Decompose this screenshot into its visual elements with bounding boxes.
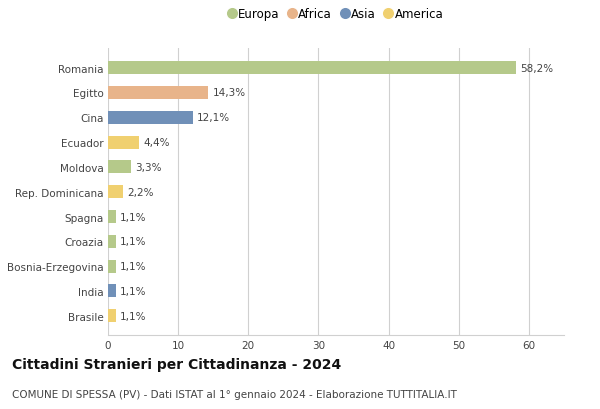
Bar bbox=[108, 211, 116, 223]
Text: 1,1%: 1,1% bbox=[120, 286, 146, 296]
Bar bbox=[108, 161, 131, 174]
Text: 14,3%: 14,3% bbox=[212, 88, 245, 98]
Text: 2,2%: 2,2% bbox=[128, 187, 154, 197]
Text: Cittadini Stranieri per Cittadinanza - 2024: Cittadini Stranieri per Cittadinanza - 2… bbox=[12, 357, 341, 371]
Bar bbox=[108, 260, 116, 273]
Text: 58,2%: 58,2% bbox=[521, 63, 554, 74]
Bar bbox=[108, 186, 124, 199]
Bar bbox=[108, 285, 116, 298]
Text: 4,4%: 4,4% bbox=[143, 138, 170, 148]
Legend: Europa, Africa, Asia, America: Europa, Africa, Asia, America bbox=[224, 3, 448, 26]
Bar bbox=[108, 235, 116, 248]
Text: 12,1%: 12,1% bbox=[197, 113, 230, 123]
Text: 3,3%: 3,3% bbox=[136, 162, 162, 173]
Bar bbox=[108, 136, 139, 149]
Text: COMUNE DI SPESSA (PV) - Dati ISTAT al 1° gennaio 2024 - Elaborazione TUTTITALIA.: COMUNE DI SPESSA (PV) - Dati ISTAT al 1°… bbox=[12, 389, 457, 399]
Bar bbox=[108, 87, 208, 100]
Bar bbox=[108, 62, 516, 75]
Bar bbox=[108, 112, 193, 124]
Text: 1,1%: 1,1% bbox=[120, 261, 146, 272]
Text: 1,1%: 1,1% bbox=[120, 212, 146, 222]
Text: 1,1%: 1,1% bbox=[120, 237, 146, 247]
Text: 1,1%: 1,1% bbox=[120, 311, 146, 321]
Bar bbox=[108, 310, 116, 322]
